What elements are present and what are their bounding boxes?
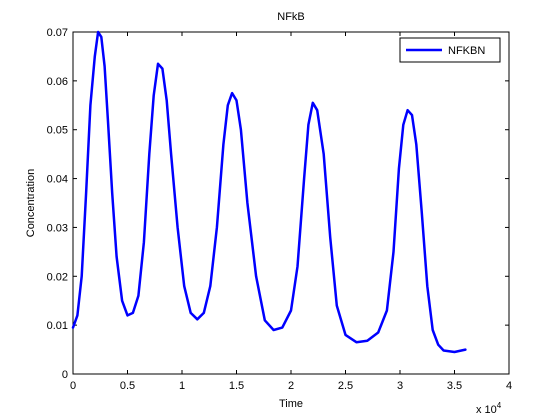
chart-title: NFkB xyxy=(277,11,305,23)
legend: NFKBN xyxy=(399,37,501,63)
y-tick-label: 0.01 xyxy=(47,320,68,332)
x-tick-label: 0.5 xyxy=(120,380,135,392)
x-axis-label: Time xyxy=(279,398,303,410)
x-tick-label: 3 xyxy=(397,380,403,392)
y-tick-label: 0.05 xyxy=(47,125,68,137)
series-line-nfkbn xyxy=(71,30,467,354)
y-axis: 0 0.01 0.02 0.03 0.04 0.05 0.06 0.07 xyxy=(47,27,509,381)
x-axis-exponent: x 104 xyxy=(476,401,502,416)
x-axis-exponent-power: 4 xyxy=(497,401,502,410)
x-tick-label: 3.5 xyxy=(447,380,462,392)
y-tick-label: 0.07 xyxy=(47,27,68,39)
x-tick-label: 0 xyxy=(70,380,76,392)
legend-box xyxy=(399,37,501,63)
legend-label-nfkbn: NFKBN xyxy=(448,45,485,57)
series-layer xyxy=(71,30,467,354)
plot-area xyxy=(72,31,510,375)
x-tick-label: 2.5 xyxy=(338,380,353,392)
x-tick-label: 1 xyxy=(179,380,185,392)
y-axis-label: Concentration xyxy=(25,169,37,238)
x-tick-label: 2 xyxy=(288,380,294,392)
y-tick-label: 0.04 xyxy=(47,174,68,186)
y-tick-label: 0.02 xyxy=(47,271,68,283)
y-tick-label: 0.06 xyxy=(47,76,68,88)
x-tick-label: 4 xyxy=(506,380,512,392)
x-axis: 0 0.5 1 1.5 2 2.5 3 3.5 4 xyxy=(70,32,512,392)
y-tick-label: 0.03 xyxy=(47,222,68,234)
y-tick-label: 0 xyxy=(62,369,68,381)
x-axis-exponent-base: x 10 xyxy=(476,404,497,416)
x-tick-label: 1.5 xyxy=(229,380,244,392)
